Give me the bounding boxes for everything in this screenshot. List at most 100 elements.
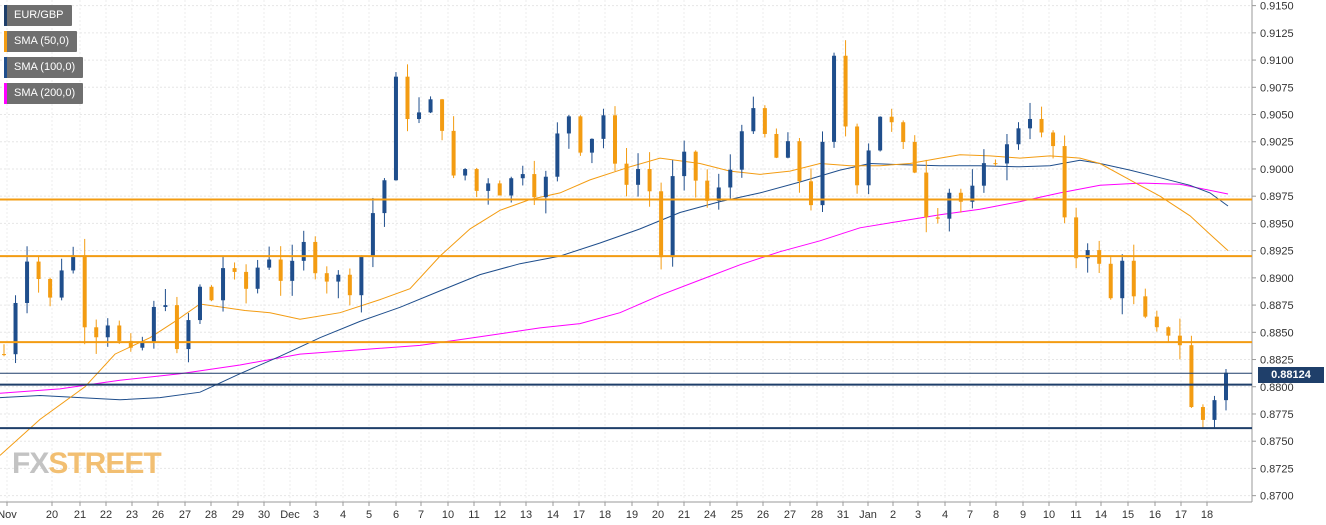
candle-body (566, 116, 571, 134)
candle-body (255, 267, 260, 289)
x-tick-label: 18 (1201, 509, 1213, 521)
candle-body (935, 217, 940, 219)
x-tick-label: 17 (1175, 509, 1187, 521)
y-tick-label: 0.8725 (1260, 463, 1294, 475)
candle-body (970, 185, 975, 202)
candle-body (497, 183, 502, 196)
candle-body (1154, 316, 1159, 328)
candle-body (336, 274, 341, 282)
candle-body (440, 99, 445, 131)
y-tick-label: 0.8875 (1260, 300, 1294, 312)
candle-body (186, 320, 191, 350)
candle-body (993, 163, 998, 165)
x-tick-label: 26 (757, 509, 769, 521)
candle-body (267, 259, 272, 268)
candle-body (1200, 407, 1205, 420)
candle-body (878, 116, 883, 151)
candle-body (716, 187, 721, 201)
y-tick-label: 0.9000 (1260, 164, 1294, 176)
candle-body (509, 178, 514, 196)
x-tick-label: Dec (280, 509, 300, 521)
candle-body (117, 325, 122, 341)
candle-body (520, 174, 525, 179)
x-tick-label: 30 (258, 509, 270, 521)
x-tick-label: 20 (46, 509, 58, 521)
x-tick-label: 4 (340, 509, 346, 521)
legend-item: SMA (100,0) (4, 57, 84, 78)
candle-body (197, 286, 202, 321)
x-tick-label: 19 (626, 509, 638, 521)
x-tick-label: 26 (152, 509, 164, 521)
candle-body (889, 116, 894, 123)
candle-body (866, 150, 871, 186)
candle-body (163, 305, 168, 307)
x-tick-label: 13 (520, 509, 532, 521)
legend-item: SMA (200,0) (4, 83, 84, 104)
candle-body (151, 306, 156, 343)
x-tick-label: 2 (890, 509, 896, 521)
x-tick-label: 11 (468, 509, 479, 521)
candle-body (981, 163, 986, 186)
candle-body (901, 122, 906, 142)
candle-body (532, 174, 537, 198)
candle-body (705, 180, 710, 201)
candle-body (347, 274, 352, 296)
candle-body (140, 342, 145, 348)
candle-body (543, 176, 548, 198)
y-tick-label: 0.8800 (1260, 382, 1294, 394)
x-tick-label: 31 (837, 509, 849, 521)
x-tick-label: 7 (418, 509, 424, 521)
candle-body (13, 302, 18, 355)
candle-body (1143, 296, 1148, 317)
legend-label: SMA (200,0) (14, 87, 76, 99)
candle-body (1177, 335, 1182, 346)
y-tick-label: 0.8700 (1260, 491, 1294, 503)
candle-body (624, 163, 629, 185)
x-tick-label: 17 (573, 509, 585, 521)
current-price-tag: 0.88124 (1258, 367, 1324, 383)
x-tick-label: 21 (74, 509, 86, 521)
candle-body (36, 261, 41, 280)
y-tick-label: 0.9125 (1260, 28, 1294, 40)
legend-item: EUR/GBP (4, 5, 72, 26)
candle-body (785, 141, 790, 158)
x-tick-label: Nov (0, 509, 17, 521)
y-tick-label: 0.9150 (1260, 1, 1294, 13)
candle-body (647, 168, 652, 192)
x-tick-label: 28 (205, 509, 217, 521)
candle-body (636, 168, 641, 185)
x-tick-label: 20 (652, 509, 664, 521)
candle-body (739, 131, 744, 170)
legend-label: SMA (100,0) (14, 61, 76, 73)
candle-body (797, 141, 802, 182)
x-tick-label: 7 (967, 509, 973, 521)
fxstreet-logo: FXSTREET (12, 447, 162, 480)
x-tick-label: 15 (1122, 509, 1134, 521)
x-tick-label: 4 (942, 509, 948, 521)
x-tick-label: 8 (993, 509, 999, 521)
candle-body (244, 271, 249, 289)
y-tick-label: 0.9025 (1260, 137, 1294, 149)
candle-body (382, 180, 387, 214)
x-tick-label: 18 (599, 509, 611, 521)
candle-body (947, 192, 952, 219)
x-tick-label: 11 (1070, 509, 1081, 521)
y-tick-label: 0.9050 (1260, 110, 1294, 122)
candle-body (1224, 372, 1228, 401)
candle-body (2, 354, 6, 356)
candle-body (290, 260, 295, 281)
x-tick-label: 14 (1095, 509, 1107, 521)
sma-50-line (0, 154, 1229, 456)
candle-body (463, 169, 468, 176)
x-tick-label: 22 (100, 509, 112, 521)
candle-body (174, 305, 179, 350)
candle-body (48, 279, 53, 298)
candle-body (774, 133, 779, 158)
candle-body (693, 151, 698, 181)
x-tick-label: Jan (859, 509, 877, 521)
candle-body (728, 169, 733, 188)
candle-body (958, 192, 963, 202)
candle-body (1108, 263, 1113, 299)
legend-label: EUR/GBP (14, 9, 64, 21)
